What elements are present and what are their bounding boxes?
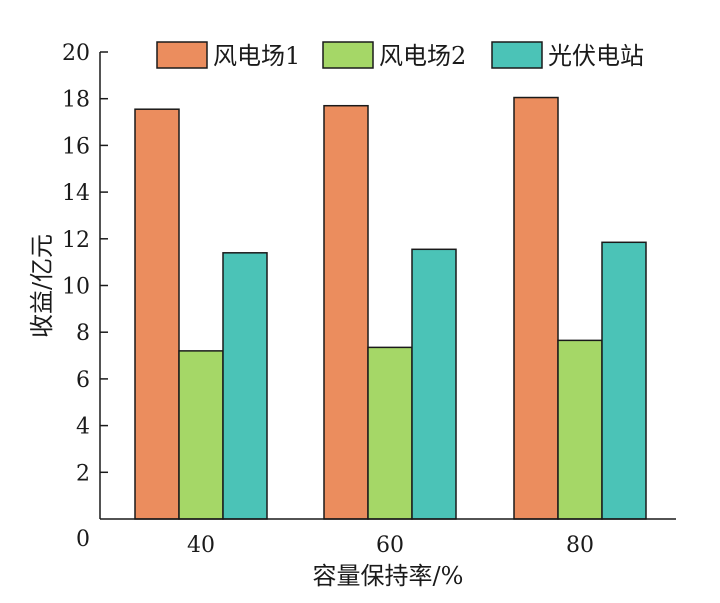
legend-label: 风电场2 xyxy=(379,42,466,70)
x-tick-label: 60 xyxy=(376,533,404,558)
legend: 风电场1 风电场2 光伏电站 xyxy=(156,41,644,70)
y-tick-label: 16 xyxy=(62,134,90,159)
y-axis-title: 收益/亿元 xyxy=(28,234,56,338)
bar xyxy=(367,346,413,520)
y-ticks-layer: 0 2 4 6 8 10 12 14 16 18 20 xyxy=(62,41,108,552)
y-tick-label: 18 xyxy=(62,88,90,113)
y-tick-label: 14 xyxy=(62,181,90,206)
y-tick-label: 0 xyxy=(76,527,90,552)
x-tick-label: 40 xyxy=(187,533,215,558)
y-tick-label: 4 xyxy=(76,415,90,440)
bar xyxy=(222,252,268,520)
x-tick-label: 80 xyxy=(566,533,594,558)
bar xyxy=(513,96,559,520)
legend-swatch xyxy=(156,41,208,69)
legend-swatch xyxy=(491,41,543,69)
legend-label: 风电场1 xyxy=(213,42,300,70)
bar xyxy=(411,248,457,520)
x-ticks-layer: 40 60 80 xyxy=(187,533,594,558)
y-tick-label: 6 xyxy=(76,368,90,393)
y-tick-label: 20 xyxy=(62,41,90,66)
legend-label: 光伏电站 xyxy=(548,42,644,70)
bar xyxy=(323,104,369,520)
bar xyxy=(134,108,180,520)
y-tick-label: 8 xyxy=(76,321,90,346)
bar xyxy=(178,350,224,520)
y-tick-label: 10 xyxy=(62,275,90,300)
y-tick-label: 12 xyxy=(62,228,90,253)
bar xyxy=(601,241,647,520)
bar xyxy=(557,339,603,520)
legend-swatch xyxy=(322,41,374,69)
x-axis-title: 容量保持率/% xyxy=(313,562,464,590)
y-tick-label: 2 xyxy=(76,461,90,486)
bars-layer xyxy=(134,96,647,520)
